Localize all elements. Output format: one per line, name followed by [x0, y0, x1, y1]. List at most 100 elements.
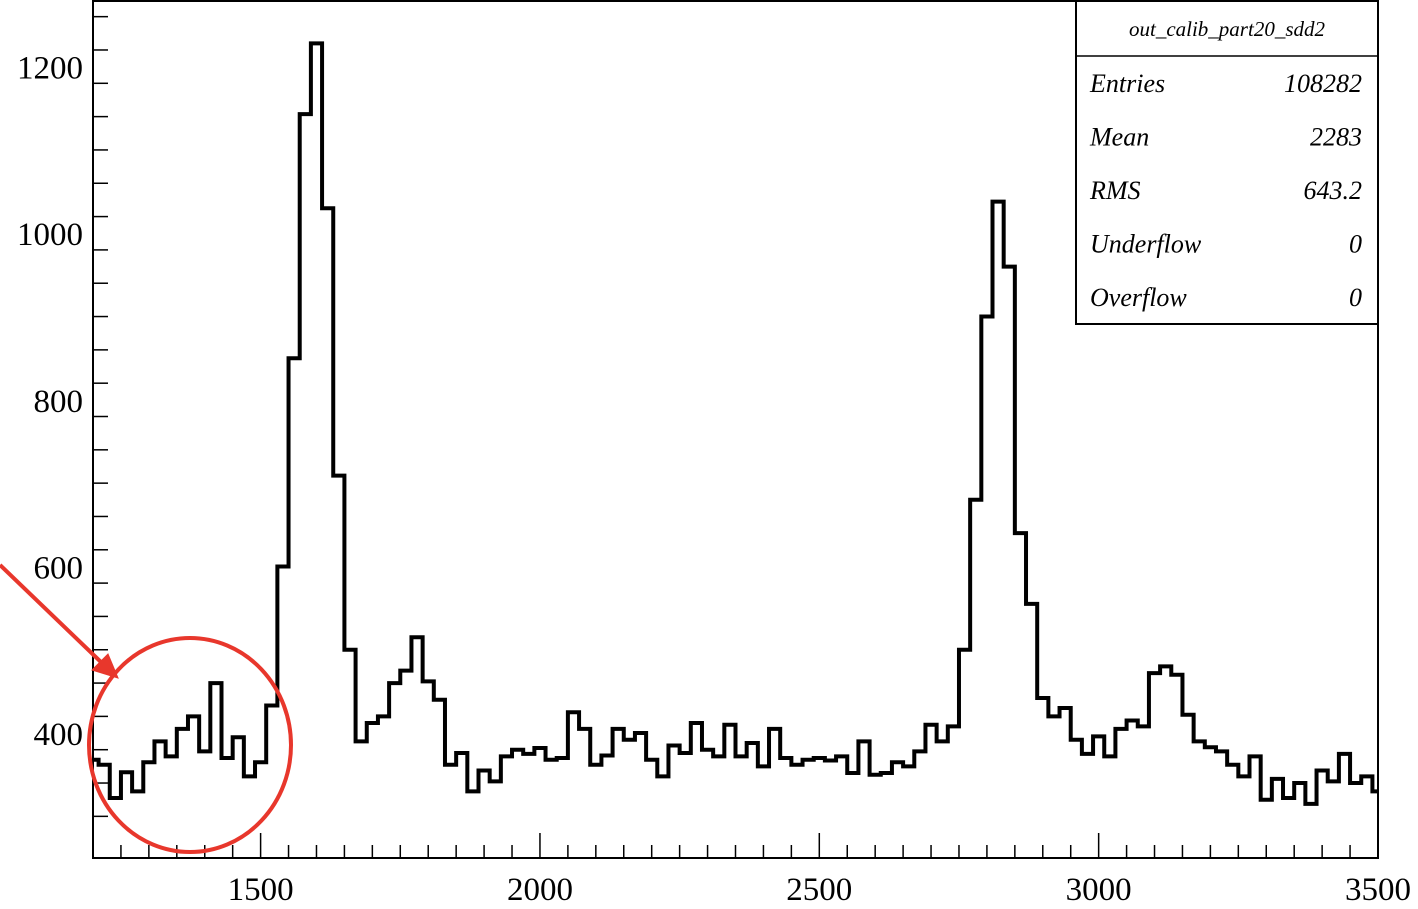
histogram-bin: [1305, 804, 1316, 858]
histogram-bin: [1037, 698, 1048, 858]
histogram-bin: [903, 766, 914, 858]
histogram-bin: [311, 43, 322, 858]
histogram-bin: [1127, 721, 1138, 858]
histogram-bin: [590, 765, 601, 858]
histogram-bin: [993, 202, 1004, 858]
histogram-bin: [1071, 740, 1082, 858]
histogram-bin: [970, 500, 981, 858]
histogram-bin: [188, 716, 199, 858]
histogram-bin: [1115, 729, 1126, 858]
histogram-bin: [657, 776, 668, 858]
histogram-bin: [736, 756, 747, 858]
histogram-bin: [847, 773, 858, 858]
histogram-bin: [1093, 736, 1104, 858]
histogram-line: [93, 41, 1378, 806]
histogram-bin: [1160, 666, 1171, 858]
histogram-bin: [333, 476, 344, 858]
histogram-bin: [858, 741, 869, 858]
histogram-bin: [613, 729, 624, 858]
histogram-bin: [780, 758, 791, 858]
histogram-bin: [1138, 726, 1149, 858]
histogram-bin: [210, 683, 221, 858]
y-tick-label: 600: [34, 550, 84, 586]
histogram-bin: [467, 791, 478, 858]
histogram-bin: [199, 751, 210, 858]
histogram-bin: [423, 681, 434, 858]
histogram-bin: [121, 772, 132, 858]
histogram-bin: [702, 750, 713, 858]
y-tick-label: 800: [34, 384, 84, 420]
stats-title: out_calib_part20_sdd2: [1129, 17, 1326, 41]
histogram-bin: [981, 317, 992, 858]
histogram-bin: [1048, 716, 1059, 858]
histogram-bin: [344, 650, 355, 858]
histogram-bin: [154, 741, 165, 858]
histogram-bin: [881, 773, 892, 858]
histogram-bin: [814, 758, 825, 858]
stats-label: Mean: [1089, 123, 1149, 152]
x-tick-label: 3500: [1345, 872, 1411, 908]
histogram-bin: [490, 781, 501, 858]
axes: 1500 2000 2500 3000 3500 400 600 800 1000 1200: [17, 0, 1411, 908]
histogram-bin: [1328, 781, 1339, 858]
histogram-series: [93, 41, 1378, 858]
histogram-bin: [959, 650, 970, 858]
stats-label: Entries: [1089, 69, 1165, 98]
stats-value: 2283: [1310, 123, 1362, 152]
annotation-arrow-shaft: [0, 563, 105, 666]
histogram-bin: [579, 729, 590, 858]
annotation-arrow-head: [91, 653, 119, 679]
stats-label: RMS: [1089, 176, 1141, 205]
histogram-bin: [724, 725, 735, 858]
histogram-bin: [624, 740, 635, 858]
histogram-bin: [132, 791, 143, 858]
histogram-bin: [1205, 747, 1216, 858]
histogram-bin: [1004, 267, 1015, 858]
x-tick-label: 2000: [507, 872, 573, 908]
histogram-bin: [1026, 604, 1037, 858]
histogram-bin: [1272, 779, 1283, 858]
histogram-bin: [557, 758, 568, 858]
histogram-bin: [434, 700, 445, 858]
histogram-bin: [177, 729, 188, 858]
annotation-circle: [87, 636, 293, 854]
histogram-bin: [1082, 754, 1093, 858]
histogram-bin: [1182, 715, 1193, 858]
histogram-bin: [166, 756, 177, 858]
histogram-bin: [501, 756, 512, 858]
histogram-bin: [523, 754, 534, 858]
histogram-bin: [892, 762, 903, 858]
histogram-bin: [546, 760, 557, 858]
histogram-bin: [758, 766, 769, 858]
histogram-bin: [1294, 783, 1305, 858]
histogram-bin: [289, 358, 300, 858]
histogram-bin: [244, 776, 255, 858]
histogram-bin: [1015, 533, 1026, 858]
histogram-bin: [925, 725, 936, 858]
histogram-bin: [1372, 791, 1378, 858]
histogram-bin: [1227, 765, 1238, 858]
histogram-bin: [99, 765, 110, 858]
histogram-bin: [356, 741, 367, 858]
stats-label: Underflow: [1090, 230, 1202, 259]
histogram-bin: [400, 671, 411, 858]
histogram-bin: [1216, 751, 1227, 858]
histogram-bin: [479, 771, 490, 858]
stats-value: 108282: [1284, 69, 1362, 98]
stats-box-frame: [1075, 0, 1379, 325]
histogram-bin: [948, 726, 959, 858]
histogram-bin: [635, 733, 646, 858]
histogram-bin: [1238, 776, 1249, 858]
histogram-bin: [825, 761, 836, 858]
histogram-bin: [1250, 756, 1261, 858]
histogram-bin: [601, 756, 612, 858]
histogram-bin: [1261, 800, 1272, 858]
y-tick-label: 400: [34, 717, 84, 753]
histogram-bin: [1060, 708, 1071, 858]
histogram-bin: [668, 746, 679, 858]
histogram-bin: [937, 741, 948, 858]
histogram-bin: [1104, 756, 1115, 858]
histogram-bin: [367, 723, 378, 858]
stats-box: out_calib_part20_sdd2 Entries 108282 Mean 22…: [1075, 0, 1379, 325]
histogram-bin: [534, 748, 545, 858]
